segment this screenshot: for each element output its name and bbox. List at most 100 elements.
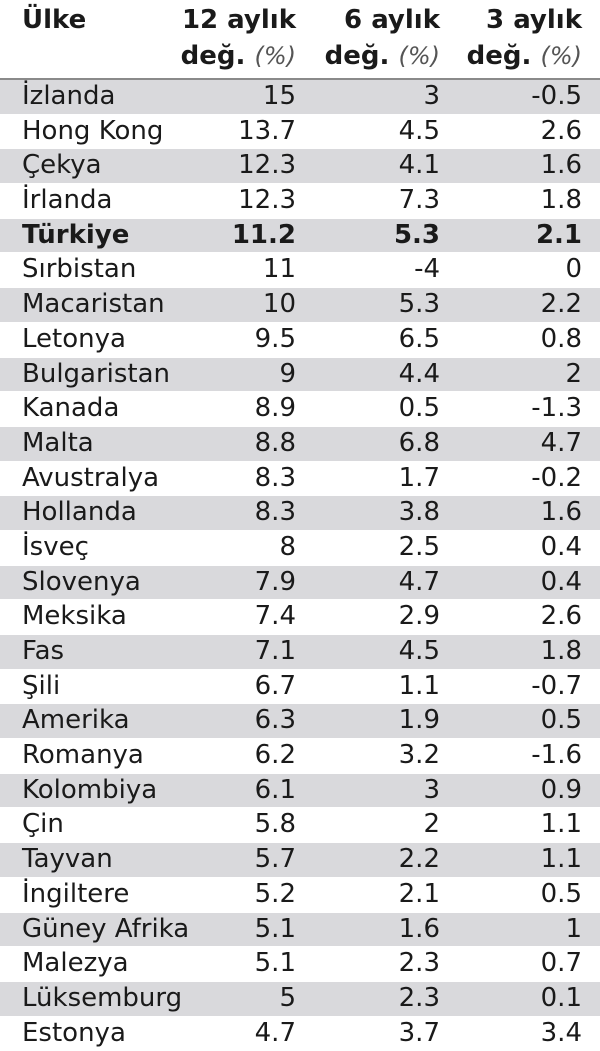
- table-row: Bulgaristan 9 4.4 2: [0, 357, 600, 393]
- cell-12-month: 8.3: [254, 497, 296, 528]
- cell-3-month: 2.2: [540, 289, 582, 320]
- cell-6-month: 2: [423, 809, 440, 840]
- cell-6-month: 4.5: [398, 636, 440, 666]
- cell-country: Avustralya: [22, 462, 160, 493]
- cell-6-month: 5.3: [398, 289, 440, 320]
- cell-country: Letonya: [22, 323, 126, 354]
- cell-12-month: 12.3: [238, 185, 296, 216]
- cell-6-month: 6.8: [398, 427, 440, 458]
- cell-3-month: 0: [565, 254, 582, 285]
- table-row: Romanya 6.2 3.2 -1.6: [0, 739, 600, 774]
- table-row: İrlanda 12.3 7.3 1.8: [0, 184, 600, 219]
- cell-3-month: -0.2: [531, 462, 582, 493]
- cell-country: Güney Afrika: [22, 913, 190, 944]
- cell-3-month: 0.5: [540, 878, 582, 909]
- cell-12-month: 6.1: [254, 774, 296, 805]
- cell-country: Bulgaristan: [22, 358, 171, 389]
- header-change-word: değ.: [324, 41, 390, 71]
- cell-6-month: 3.8: [398, 497, 440, 528]
- cell-6-month: 4.4: [398, 358, 440, 389]
- cell-country: Çin: [22, 809, 64, 840]
- cell-country: İngiltere: [22, 878, 130, 909]
- cell-country: Romanya: [22, 740, 144, 771]
- header-percent-unit: (%): [254, 42, 296, 70]
- table-header: Ülke 12 aylık değ. (%) 6 aylık değ. (%) …: [0, 0, 600, 80]
- cell-12-month: 4.7: [254, 1017, 296, 1048]
- table-row: Fas 7.1 4.5 1.8: [0, 635, 600, 670]
- cell-country: Kolombiya: [22, 774, 158, 805]
- table-row: Kanada 8.9 0.5 -1.3: [0, 392, 600, 427]
- header-3-month-label: 3 aylık: [486, 5, 582, 35]
- cell-country: Tayvan: [22, 844, 113, 875]
- table-row: Malezya 5.1 2.3 0.7: [0, 947, 600, 982]
- cell-12-month: 5.2: [254, 878, 296, 909]
- cell-3-month: 0.4: [540, 531, 582, 562]
- cell-country: Malezya: [22, 948, 129, 979]
- cell-6-month: 2.3: [398, 982, 440, 1013]
- table-row: Meksika 7.4 2.9 2.6: [0, 600, 600, 635]
- header-3-month-sub: değ. (%): [467, 38, 582, 74]
- table-row: Lüksemburg 5 2.3 0.1: [0, 981, 600, 1017]
- cell-12-month: 8.9: [254, 393, 296, 424]
- header-6-month-label: 6 aylık: [344, 5, 440, 35]
- cell-3-month: 1.6: [540, 497, 582, 528]
- cell-12-month: 11.2: [231, 219, 296, 250]
- cell-country: İzlanda: [22, 81, 116, 111]
- header-12-month: 12 aylık değ. (%): [181, 2, 296, 74]
- table-row: Çin 5.8 2 1.1: [0, 808, 600, 844]
- cell-12-month: 13.7: [238, 115, 296, 146]
- cell-3-month: 2.1: [535, 219, 582, 250]
- cell-12-month: 7.4: [254, 601, 296, 632]
- cell-6-month: 5.3: [393, 219, 440, 250]
- table-row: İzlanda 15 3 -0.5: [0, 80, 600, 115]
- table-row: Sırbistan 11 -4 0: [0, 253, 600, 289]
- cell-6-month: 4.1: [398, 150, 440, 181]
- cell-country: Fas: [22, 636, 65, 666]
- cell-12-month: 6.2: [254, 740, 296, 771]
- table-row: Türkiye 11.2 5.3 2.1: [0, 218, 600, 254]
- table-row: Hong Kong 13.7 4.5 2.6: [0, 115, 600, 150]
- cell-3-month: 0.1: [540, 982, 582, 1013]
- cell-3-month: 4.7: [540, 427, 582, 458]
- cell-6-month: 6.5: [398, 323, 440, 354]
- cell-country: Kanada: [22, 393, 120, 424]
- cell-3-month: -0.5: [531, 81, 582, 111]
- cell-6-month: 3.7: [398, 1017, 440, 1048]
- cell-12-month: 9: [279, 358, 296, 389]
- cell-6-month: -4: [414, 254, 440, 285]
- table-row: Amerika 6.3 1.9 0.5: [0, 704, 600, 740]
- header-country-label: Ülke: [22, 5, 87, 35]
- table-row: Şili 6.7 1.1 -0.7: [0, 670, 600, 705]
- cell-6-month: 4.7: [398, 566, 440, 597]
- cell-3-month: -1.3: [531, 393, 582, 424]
- cell-country: Amerika: [22, 705, 130, 736]
- cell-6-month: 4.5: [398, 115, 440, 146]
- cell-3-month: 0.7: [540, 948, 582, 979]
- cell-12-month: 5.1: [254, 948, 296, 979]
- header-percent-unit: (%): [540, 42, 582, 70]
- cell-3-month: 1.8: [540, 636, 582, 666]
- cell-country: Türkiye: [22, 219, 130, 250]
- table-row: Çekya 12.3 4.1 1.6: [0, 149, 600, 185]
- cell-3-month: 1.1: [540, 844, 582, 875]
- cell-12-month: 6.7: [254, 670, 296, 701]
- cell-6-month: 7.3: [398, 185, 440, 216]
- cell-6-month: 3: [423, 774, 440, 805]
- cell-12-month: 11: [262, 254, 296, 285]
- header-6-month: 6 aylık değ. (%): [325, 2, 440, 74]
- cell-12-month: 6.3: [254, 705, 296, 736]
- header-percent-unit: (%): [398, 42, 440, 70]
- table-row: İsveç 8 2.5 0.4: [0, 531, 600, 566]
- table-row: Tayvan 5.7 2.2 1.1: [0, 843, 600, 878]
- cell-6-month: 1.7: [398, 462, 440, 493]
- header-3-month: 3 aylık değ. (%): [467, 2, 582, 74]
- table-row: Estonya 4.7 3.7 3.4: [0, 1017, 600, 1051]
- cell-6-month: 2.9: [398, 601, 440, 632]
- cell-country: Çekya: [22, 150, 102, 181]
- cell-country: Lüksemburg: [22, 982, 183, 1013]
- cell-country: Sırbistan: [22, 254, 137, 285]
- cell-6-month: 1.1: [398, 670, 440, 701]
- header-country: Ülke: [22, 2, 86, 38]
- cell-3-month: 1.8: [540, 185, 582, 216]
